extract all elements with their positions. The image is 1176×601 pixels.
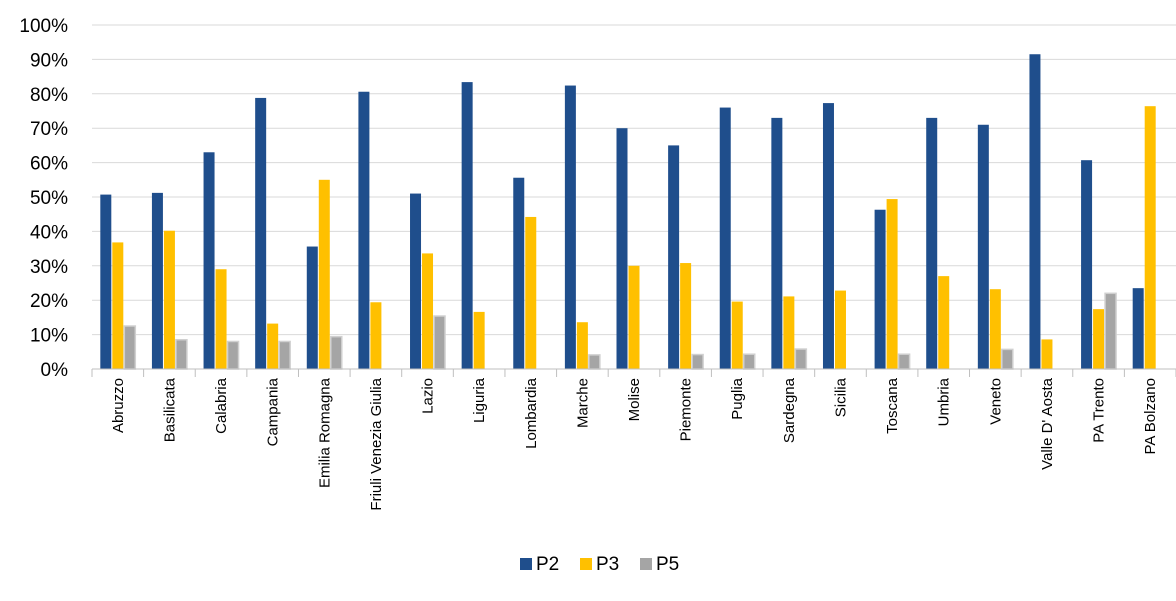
bar-p2 [771, 117, 783, 369]
bar-p3 [989, 289, 1001, 369]
bar-p3 [370, 302, 382, 369]
bar-p5 [897, 353, 911, 370]
y-tick-label: 40% [30, 222, 68, 243]
x-category-label: Marche [574, 378, 591, 428]
bar-p2 [151, 192, 163, 369]
x-category-label: Toscana [884, 377, 901, 434]
x-category-label: Molise [626, 378, 643, 421]
legend-swatch [520, 558, 532, 570]
x-category-label: Puglia [729, 377, 746, 419]
bar-p2 [410, 193, 422, 369]
x-category-label: Umbria [936, 377, 953, 426]
y-tick-label: 80% [30, 85, 68, 106]
bars [100, 54, 1156, 370]
bar-p2 [926, 117, 938, 369]
x-category-label: Abruzzo [110, 378, 127, 433]
x-category-label: Sicilia [832, 377, 849, 417]
x-category-label: Sardegna [781, 377, 798, 443]
bar-p5 [588, 354, 601, 370]
bar-p3 [473, 311, 485, 369]
y-tick-label: 20% [30, 291, 68, 312]
bar-p5 [175, 339, 188, 370]
y-tick-label: 70% [30, 119, 68, 140]
bar-p2 [461, 82, 473, 369]
y-tick-label: 30% [30, 257, 68, 278]
bar-p2 [874, 209, 886, 369]
legend-label: P2 [536, 554, 559, 575]
bar-p3 [628, 265, 640, 369]
bar-p2 [306, 246, 318, 369]
bar-p5 [1001, 348, 1014, 370]
x-category-label: Campania [265, 377, 282, 446]
y-tick-label: 50% [30, 188, 68, 209]
bar-p2 [358, 91, 370, 370]
bar-p2 [668, 145, 680, 369]
x-category-label: Liguria [471, 377, 488, 423]
bar-p2 [100, 194, 112, 369]
bar-p3 [215, 269, 227, 369]
x-category-label: PA Trento [1091, 378, 1108, 443]
bar-p3 [783, 296, 795, 369]
legend-label: P3 [596, 554, 619, 575]
bar-p5 [794, 348, 808, 370]
legend: P2 P3 P5 [520, 554, 679, 575]
y-tick-label: 100% [19, 16, 68, 37]
x-category-label: Basilicata [161, 377, 178, 442]
bar-p3 [267, 323, 279, 369]
bar-p5 [278, 340, 291, 370]
bar-p2 [564, 85, 576, 369]
y-tick-label: 90% [30, 50, 68, 71]
x-category-label: Friuli Venezia Giulia [368, 377, 385, 510]
bar-p3 [525, 216, 537, 369]
x-category-label: Lazio [420, 378, 437, 414]
y-tick-label: 0% [41, 360, 69, 381]
gridlines [92, 24, 1176, 336]
bar-p2 [203, 152, 215, 369]
bar-p3 [680, 263, 692, 369]
bar-p3 [938, 276, 950, 369]
bar-p3 [834, 290, 846, 369]
bar-p5 [742, 353, 756, 370]
bar-p2 [1029, 54, 1041, 370]
y-tick-label: 60% [30, 154, 68, 175]
x-category-label: Valle D' Aosta [1039, 377, 1056, 469]
x-category-label: Piemonte [678, 378, 695, 441]
x-category-label: Veneto [987, 378, 1004, 425]
bar-p5 [226, 340, 240, 370]
bar-p3 [1093, 309, 1105, 369]
y-tick-label: 10% [30, 326, 68, 347]
bar-p3 [1144, 106, 1156, 370]
bar-p2 [977, 124, 989, 369]
legend-label: P5 [656, 554, 679, 575]
bar-p3 [163, 230, 175, 369]
bar-p3 [318, 179, 330, 369]
bar-p3 [112, 242, 124, 369]
legend-swatch [580, 558, 592, 570]
bar-p2 [1132, 288, 1144, 369]
x-category-label: PA Bolzano [1142, 378, 1159, 454]
x-category-label: Emilia Romagna [316, 377, 333, 488]
bar-p5 [1104, 292, 1117, 370]
bar-p3 [422, 253, 434, 369]
x-axis: Abruzzo Basilicata Calabria Campania Emilia … [91, 368, 1176, 511]
x-category-label: Calabria [213, 377, 230, 434]
bar-p2 [822, 103, 834, 369]
x-category-label: Lombardia [523, 377, 540, 449]
bar-p2 [1081, 160, 1093, 369]
bar-p5 [123, 325, 137, 370]
y-axis: 0% 10% 20% 30% 40% 50% 60% 70% 80% 90% 100% [19, 16, 68, 381]
legend-swatch [640, 558, 652, 570]
bar-p3 [1041, 339, 1053, 369]
bar-p2 [513, 177, 525, 369]
bar-p3 [886, 199, 898, 369]
bar-p5 [691, 353, 704, 370]
bar-p3 [731, 301, 743, 369]
bar-p5 [433, 315, 446, 370]
bar-p2 [255, 97, 267, 369]
bar-p2 [616, 128, 628, 369]
bar-p2 [719, 107, 731, 369]
bar-p5 [330, 335, 343, 370]
bar-p3 [576, 322, 588, 369]
